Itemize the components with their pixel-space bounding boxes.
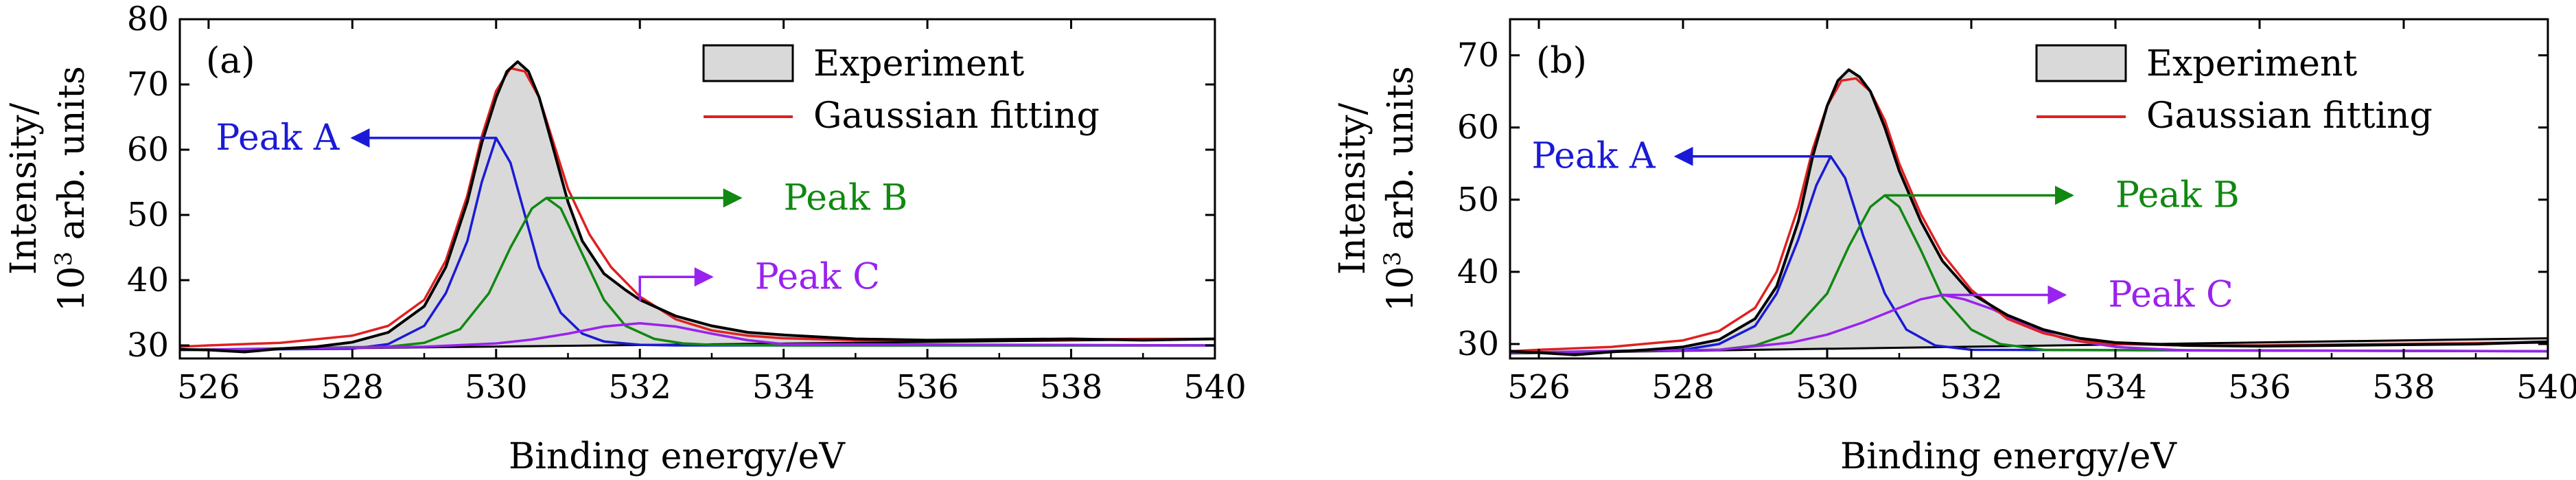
y-axis-label-line2: 103 arb. units	[1379, 66, 1422, 312]
legend-experiment-label: Experiment	[2146, 43, 2357, 84]
y-label-superscript: 3	[1379, 251, 1406, 266]
x-tick-label: 526	[177, 368, 240, 407]
peak-a-annotation: Peak A	[216, 117, 340, 159]
peak-c-arrow	[638, 267, 714, 301]
y-tick-label: 30	[127, 326, 169, 365]
y-tick-label: 70	[127, 65, 169, 104]
x-tick-label: 532	[1940, 368, 2003, 407]
y-tick-label: 40	[127, 261, 169, 299]
peak-c-line	[180, 321, 1215, 352]
y-tick-label: 70	[1457, 36, 1499, 75]
peak-a-annotation: Peak A	[1532, 136, 1656, 177]
x-tick-label: 534	[752, 368, 815, 407]
x-tick-label: 530	[1796, 368, 1859, 407]
peak-c-annotation: Peak C	[2109, 275, 2233, 316]
experiment-line	[1510, 68, 2548, 356]
y-label-superscript: 3	[50, 251, 78, 266]
x-tick-label: 526	[1507, 368, 1570, 407]
y-tick-label: 50	[1457, 181, 1499, 219]
y-tick-label: 60	[127, 130, 169, 169]
y-axis-label-line1: Intensity/	[1332, 102, 1373, 275]
y-axis-label-line2: 103 arb. units	[50, 66, 93, 312]
x-tick-label: 536	[896, 368, 959, 407]
x-axis-label: Binding energy/eV	[1840, 436, 2177, 477]
y-label-base: 10	[51, 266, 93, 312]
legend-fit-label: Gaussian fitting	[813, 95, 1100, 137]
x-tick-label: 528	[321, 368, 384, 407]
peak-b-annotation: Peak B	[784, 177, 908, 218]
peak-b-line	[180, 196, 1215, 352]
x-tick-label: 530	[465, 368, 528, 407]
y-label-base: 10	[1380, 266, 1422, 312]
peak-c-annotation: Peak C	[755, 256, 880, 297]
x-tick-label: 540	[1183, 368, 1246, 407]
axes-frame	[1509, 18, 2549, 360]
panel-label: (b)	[1536, 41, 1587, 82]
legend-fit-label: Gaussian fitting	[2146, 95, 2433, 137]
y-tick-label: 40	[1457, 253, 1499, 291]
peak-b-annotation: Peak B	[2115, 174, 2240, 216]
legend-experiment-swatch	[2035, 44, 2127, 82]
x-axis-label: Binding energy/eV	[509, 436, 846, 477]
y-label-rest: arb. units	[1380, 66, 1422, 251]
peak-a-line	[180, 137, 1215, 352]
y-tick-label: 80	[127, 0, 169, 38]
legend-experiment-swatch	[702, 44, 794, 82]
x-tick-label: 528	[1651, 368, 1715, 407]
y-axis-label-line1: Intensity/	[3, 102, 45, 275]
legend-experiment-label: Experiment	[813, 43, 1024, 84]
x-tick-label: 540	[2516, 368, 2576, 407]
panel-label: (a)	[206, 41, 255, 82]
x-tick-label: 534	[2084, 368, 2147, 407]
x-tick-label: 538	[1040, 368, 1103, 407]
x-tick-label: 532	[608, 368, 671, 407]
axes-frame	[178, 18, 1216, 360]
panel-a: 526 528 530 532 534 536 538 540 30 40 50 60 70 80 Bind…	[3, 0, 1246, 477]
x-tick-label: 538	[2372, 368, 2435, 407]
plot-area	[180, 60, 1215, 354]
y-label-rest: arb. units	[51, 66, 93, 251]
y-tick-label: 50	[127, 196, 169, 234]
y-tick-label: 30	[1457, 325, 1499, 363]
experiment-line	[180, 60, 1215, 354]
x-tick-label: 536	[2228, 368, 2291, 407]
panel-b: 526 528 530 532 534 536 538 540 30 40 50 60 70 Bindin…	[1332, 18, 2576, 477]
y-tick-label: 60	[1457, 108, 1499, 147]
